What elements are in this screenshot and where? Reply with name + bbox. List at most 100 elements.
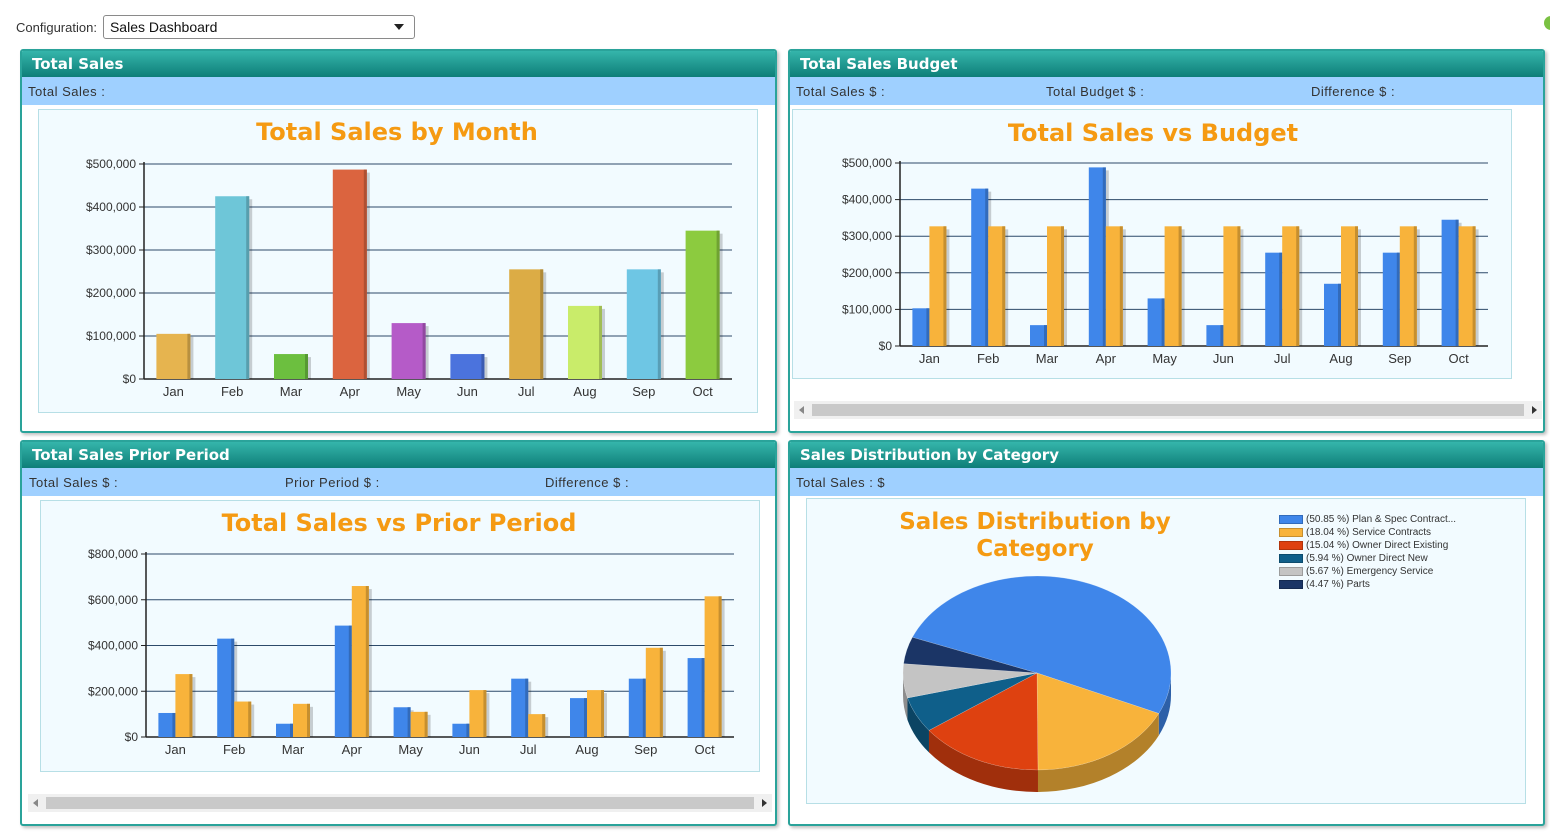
bar[interactable] — [1382, 252, 1400, 346]
legend-item: (5.67 %) Emergency Service — [1279, 565, 1456, 578]
bar[interactable] — [1047, 226, 1064, 346]
bar[interactable] — [988, 226, 1006, 346]
x-tick-label: Jan — [163, 384, 184, 399]
bar[interactable] — [685, 230, 720, 379]
pie-slice[interactable] — [1036, 672, 1160, 771]
bar-edge — [540, 269, 544, 379]
pie-slice[interactable] — [912, 575, 1172, 714]
bar-edge — [1044, 325, 1047, 346]
legend-label: (18.04 %) Service Contracts — [1306, 527, 1432, 538]
panel-title: Total Sales Prior Period — [22, 442, 775, 468]
total-sales-vs-budget-chart: Total Sales vs Budget $0 $100,000 $200,000 $… — [842, 119, 1488, 366]
y-tick-label: $500,000 — [86, 157, 136, 171]
bar[interactable] — [929, 226, 947, 346]
bar[interactable] — [626, 269, 661, 379]
bar[interactable] — [1458, 226, 1476, 346]
legend-item: (4.47 %) Parts — [1279, 578, 1456, 591]
scrollbar-thumb[interactable] — [812, 404, 1524, 416]
bar[interactable] — [334, 625, 352, 737]
scroll-right-icon[interactable] — [762, 799, 767, 807]
bar[interactable] — [156, 333, 191, 379]
bar[interactable] — [1030, 325, 1047, 346]
bar[interactable] — [332, 169, 367, 379]
bar[interactable] — [971, 188, 989, 346]
configuration-select[interactable]: Sales Dashboard — [102, 15, 415, 39]
summary-total-sales: Total Sales : — [28, 83, 106, 99]
x-tick-label: Apr — [1096, 351, 1117, 366]
summary-bar: Total Sales $ : Total Budget $ : Differe… — [790, 77, 1543, 105]
bar[interactable] — [450, 354, 485, 379]
pie-slice[interactable] — [902, 663, 1038, 699]
bar-edge — [187, 333, 191, 379]
bar[interactable] — [1206, 325, 1224, 346]
y-tick-label: $200,000 — [842, 266, 892, 280]
horizontal-scrollbar[interactable] — [794, 401, 1542, 419]
bar[interactable] — [1399, 226, 1417, 346]
scroll-left-icon[interactable] — [799, 406, 804, 414]
bar[interactable] — [1088, 167, 1106, 346]
bar[interactable] — [351, 586, 369, 737]
scroll-right-icon[interactable] — [1532, 406, 1537, 414]
pie-slice[interactable] — [928, 672, 1039, 771]
bar[interactable] — [1105, 226, 1123, 346]
bar-edge — [407, 707, 411, 737]
pie-slice[interactable] — [903, 636, 1038, 674]
bar[interactable] — [274, 354, 308, 379]
bar[interactable] — [1164, 226, 1182, 346]
bar[interactable] — [528, 714, 546, 737]
x-tick-label: Sep — [632, 384, 655, 399]
bar[interactable] — [1324, 283, 1341, 346]
scroll-left-icon[interactable] — [33, 799, 38, 807]
legend-label: (4.47 %) Parts — [1306, 579, 1370, 590]
bar[interactable] — [1341, 226, 1358, 346]
bar[interactable] — [393, 707, 411, 737]
x-tick-label: Mar — [282, 742, 305, 757]
horizontal-scrollbar[interactable] — [28, 794, 772, 812]
bar[interactable] — [509, 269, 544, 379]
bar-edge — [718, 596, 722, 737]
bar-edge — [701, 658, 705, 737]
chart-area: Sales Distribution by Category (50.85 %) … — [806, 498, 1526, 804]
bar[interactable] — [912, 308, 930, 346]
bar[interactable] — [391, 323, 426, 379]
bar[interactable] — [1282, 226, 1300, 346]
x-tick-label: Feb — [223, 742, 245, 757]
bar[interactable] — [469, 690, 487, 737]
bar[interactable] — [687, 658, 705, 737]
summary-total-sales: Total Sales $ : — [29, 474, 119, 490]
pie-slice[interactable] — [907, 672, 1038, 731]
pie-legend: (50.85 %) Plan & Spec Contract... (18.04 … — [1279, 513, 1456, 591]
bar[interactable] — [410, 711, 428, 737]
bar[interactable] — [587, 690, 604, 737]
bar-edge — [657, 269, 661, 379]
bar[interactable] — [511, 678, 529, 737]
bar[interactable] — [1265, 252, 1283, 346]
bar[interactable] — [217, 638, 235, 737]
y-tick-label: $400,000 — [88, 639, 138, 653]
bar[interactable] — [158, 712, 176, 737]
summary-prior-period: Prior Period $ : — [285, 474, 380, 490]
bar[interactable] — [234, 701, 252, 737]
scrollbar-thumb[interactable] — [46, 797, 754, 809]
bar[interactable] — [568, 305, 602, 379]
bar[interactable] — [215, 196, 250, 379]
bar[interactable] — [1441, 219, 1459, 346]
bar-edge — [1220, 325, 1224, 346]
bar[interactable] — [276, 723, 293, 737]
bar[interactable] — [452, 723, 470, 737]
pie-slice-side — [928, 730, 1038, 792]
bar[interactable] — [570, 698, 587, 737]
bar[interactable] — [645, 647, 663, 737]
summary-difference: Difference $ : — [545, 474, 630, 490]
bar[interactable] — [1223, 226, 1241, 346]
bar-edge — [172, 712, 176, 737]
bar-edge — [290, 723, 293, 737]
bar[interactable] — [704, 596, 722, 737]
total-sales-panel: Total Sales Total Sales : Total Sales by… — [20, 49, 777, 433]
bar[interactable] — [1147, 298, 1165, 346]
bar[interactable] — [293, 703, 310, 737]
bar[interactable] — [628, 678, 646, 737]
total-sales-by-month-chart: Total Sales by Month $0 $100,000 $200,000 $3… — [86, 118, 732, 399]
bar[interactable] — [175, 674, 193, 737]
pie-slice-side — [903, 673, 908, 720]
